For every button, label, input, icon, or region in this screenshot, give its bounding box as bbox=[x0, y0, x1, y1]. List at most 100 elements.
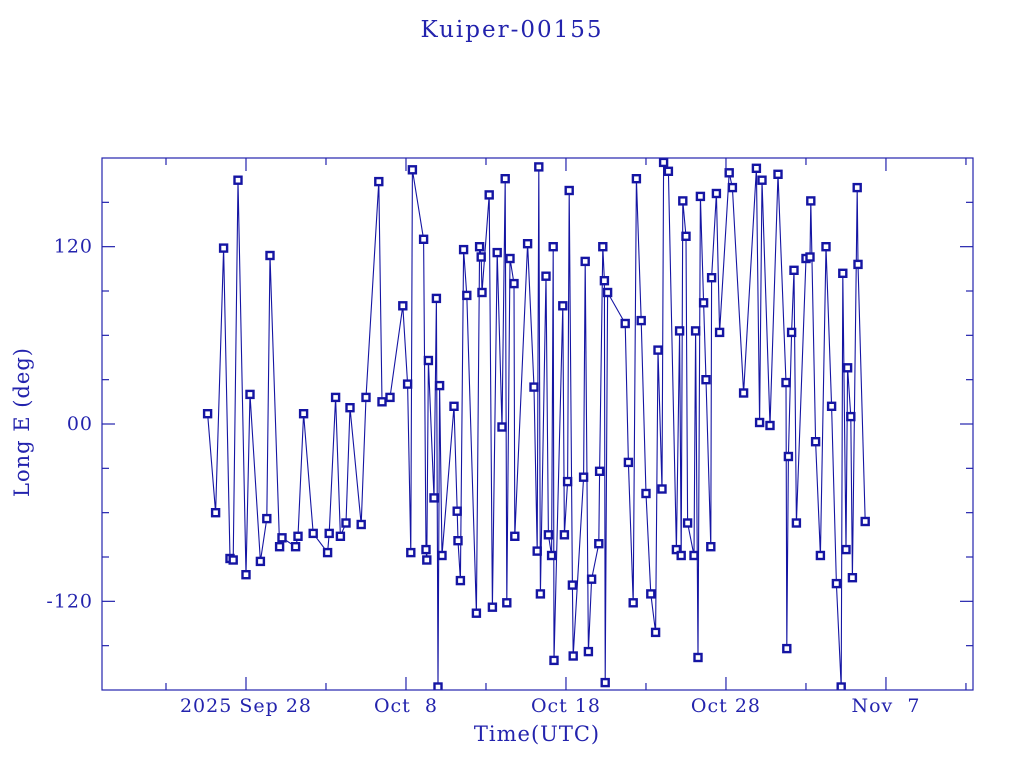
data-point-marker bbox=[594, 466, 605, 476]
x-tick-label: 2025 Sep 28 bbox=[180, 695, 312, 717]
data-point-marker bbox=[455, 575, 466, 586]
data-point-marker bbox=[534, 162, 544, 172]
data-point-marker bbox=[548, 241, 558, 252]
data-point-marker bbox=[701, 375, 711, 385]
data-point-marker bbox=[505, 253, 515, 264]
data-point-marker bbox=[826, 401, 837, 411]
data-point-marker bbox=[458, 244, 469, 255]
data-point-marker bbox=[308, 528, 318, 539]
data-point-marker bbox=[781, 377, 791, 388]
data-point-marker bbox=[564, 185, 574, 196]
data-point-marker bbox=[434, 380, 445, 391]
data-point-marker bbox=[773, 169, 783, 180]
data-point-marker bbox=[821, 241, 831, 252]
data-point-marker bbox=[476, 252, 486, 262]
data-point-marker bbox=[815, 550, 826, 561]
data-point-marker bbox=[706, 542, 716, 552]
data-point-marker bbox=[322, 547, 333, 558]
data-point-marker bbox=[663, 166, 674, 177]
data-point-marker bbox=[423, 355, 434, 366]
data-point-marker bbox=[407, 165, 418, 175]
data-point-marker bbox=[678, 196, 688, 206]
chart-title: Kuiper-00155 bbox=[420, 17, 604, 43]
data-point-marker bbox=[210, 508, 221, 518]
data-point-marker bbox=[429, 493, 439, 503]
data-point-marker bbox=[806, 196, 816, 206]
data-point-marker bbox=[583, 646, 594, 657]
data-point-marker bbox=[636, 315, 646, 326]
data-point-marker bbox=[398, 301, 408, 311]
data-point-marker bbox=[402, 379, 413, 389]
data-point-marker bbox=[509, 278, 519, 289]
data-point-marker bbox=[502, 598, 512, 608]
data-point-marker bbox=[422, 555, 432, 565]
data-point-marker bbox=[290, 542, 301, 552]
data-point-marker bbox=[698, 298, 709, 308]
data-point-marker bbox=[532, 546, 542, 556]
data-point-marker bbox=[492, 247, 502, 258]
data-point-marker bbox=[265, 250, 275, 261]
data-point-marker bbox=[377, 397, 387, 407]
data-point-marker bbox=[689, 550, 699, 561]
data-point-marker bbox=[558, 301, 568, 311]
data-point-marker bbox=[549, 655, 559, 666]
data-point-marker bbox=[228, 555, 238, 565]
data-point-marker bbox=[529, 382, 539, 392]
data-point-marker bbox=[437, 550, 447, 561]
data-point-marker bbox=[431, 293, 442, 304]
data-point-marker bbox=[706, 273, 717, 283]
data-point-marker bbox=[786, 327, 797, 338]
data-point-marker bbox=[277, 533, 287, 543]
data-point-marker bbox=[600, 677, 610, 688]
data-point-marker bbox=[335, 531, 346, 541]
data-point-marker bbox=[711, 188, 722, 199]
data-point-marker bbox=[361, 392, 371, 403]
data-point-marker bbox=[650, 627, 661, 638]
data-point-marker bbox=[690, 326, 701, 336]
data-point-marker bbox=[500, 173, 510, 184]
x-tick-label: Oct 28 bbox=[691, 695, 761, 717]
data-point-marker bbox=[714, 327, 725, 338]
data-point-marker bbox=[594, 539, 604, 549]
data-point-marker bbox=[345, 403, 355, 413]
data-point-marker bbox=[847, 573, 858, 583]
data-point-marker bbox=[293, 531, 303, 541]
data-point-marker bbox=[546, 550, 557, 561]
data-point-marker bbox=[853, 259, 863, 270]
data-point-marker bbox=[541, 271, 551, 281]
data-point-marker bbox=[241, 570, 251, 580]
data-point-marker bbox=[724, 168, 734, 178]
data-point-marker bbox=[757, 175, 767, 185]
data-point-marker bbox=[620, 318, 630, 329]
data-point-marker bbox=[406, 547, 416, 558]
data-point-marker bbox=[657, 484, 667, 494]
series-long-e bbox=[202, 158, 870, 690]
axes-frame bbox=[101, 157, 974, 691]
data-point-marker bbox=[487, 602, 498, 612]
data-point-marker bbox=[449, 401, 459, 411]
x-tick-label: Oct 8 bbox=[374, 695, 438, 717]
data-point-marker bbox=[477, 287, 487, 298]
data-point-marker bbox=[274, 542, 285, 552]
x-tick-label: Nov 7 bbox=[851, 695, 920, 717]
data-point-marker bbox=[567, 580, 578, 590]
data-point-marker bbox=[831, 578, 842, 589]
data-point-marker bbox=[754, 417, 765, 428]
data-point-marker bbox=[484, 190, 494, 200]
y-tick-label: 120 bbox=[54, 236, 93, 258]
data-point-marker bbox=[233, 175, 243, 185]
data-point-marker bbox=[653, 345, 663, 355]
data-point-marker bbox=[860, 516, 870, 527]
data-point-marker bbox=[674, 326, 685, 336]
x-tick-label: Oct 18 bbox=[531, 695, 601, 717]
data-point-marker bbox=[471, 608, 482, 618]
data-point-marker bbox=[852, 182, 862, 193]
data-point-marker bbox=[324, 528, 334, 539]
data-point-marker bbox=[255, 556, 266, 567]
x-axis-title: Time(UTC) bbox=[473, 722, 601, 746]
data-point-marker bbox=[559, 530, 570, 540]
data-point-marker bbox=[330, 392, 341, 403]
data-point-marker bbox=[805, 252, 815, 262]
